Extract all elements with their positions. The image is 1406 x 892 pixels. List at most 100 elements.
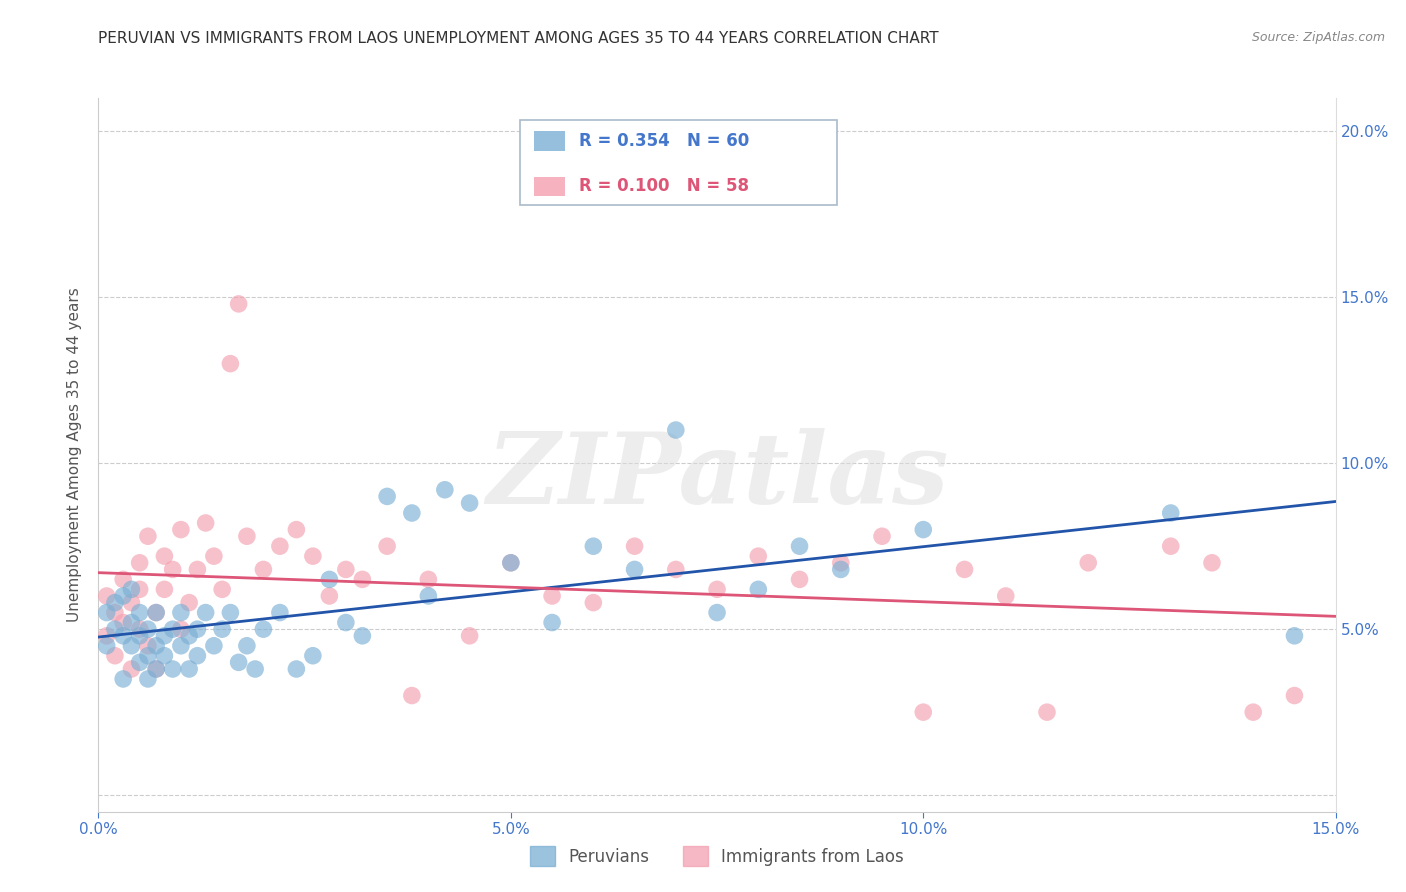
Point: [120, 662, 142, 676]
Point: [1160, 539, 1182, 553]
Point: [252, 622, 274, 636]
Point: [665, 562, 688, 576]
Point: [352, 629, 374, 643]
Point: [128, 629, 150, 643]
Point: [375, 490, 398, 504]
Point: [194, 516, 217, 530]
Point: [1036, 705, 1059, 719]
Point: [418, 573, 440, 587]
Point: [120, 582, 142, 597]
Point: [153, 629, 176, 643]
Point: [120, 639, 142, 653]
Point: [243, 662, 266, 676]
Point: [153, 648, 176, 663]
Point: [96, 639, 118, 653]
Point: [252, 562, 274, 576]
Point: [706, 606, 728, 620]
Point: [96, 589, 118, 603]
Point: [401, 506, 423, 520]
Point: [1284, 629, 1306, 643]
Point: [623, 562, 645, 576]
Point: [1241, 705, 1264, 719]
Point: [953, 562, 976, 576]
Point: [433, 483, 456, 497]
Point: [145, 662, 167, 676]
Y-axis label: Unemployment Among Ages 35 to 44 years: Unemployment Among Ages 35 to 44 years: [67, 287, 83, 623]
Point: [170, 639, 193, 653]
Text: R = 0.100   N = 58: R = 0.100 N = 58: [579, 178, 749, 195]
Point: [747, 582, 769, 597]
Point: [335, 615, 357, 630]
Point: [170, 622, 193, 636]
Point: [153, 582, 176, 597]
Point: [219, 606, 242, 620]
Point: [128, 622, 150, 636]
Point: [179, 596, 201, 610]
Point: [789, 539, 811, 553]
Point: [186, 562, 208, 576]
Text: PERUVIAN VS IMMIGRANTS FROM LAOS UNEMPLOYMENT AMONG AGES 35 TO 44 YEARS CORRELAT: PERUVIAN VS IMMIGRANTS FROM LAOS UNEMPLO…: [98, 31, 939, 46]
Point: [162, 562, 184, 576]
Point: [170, 523, 193, 537]
Point: [128, 582, 150, 597]
Point: [145, 606, 167, 620]
Point: [96, 606, 118, 620]
Point: [228, 297, 250, 311]
Point: [418, 589, 440, 603]
Text: Source: ZipAtlas.com: Source: ZipAtlas.com: [1251, 31, 1385, 45]
Point: [112, 615, 135, 630]
Point: [202, 639, 225, 653]
Text: R = 0.354   N = 60: R = 0.354 N = 60: [579, 132, 749, 150]
Point: [162, 622, 184, 636]
Point: [706, 582, 728, 597]
Point: [194, 606, 217, 620]
Point: [236, 529, 259, 543]
Point: [747, 549, 769, 563]
Point: [499, 556, 522, 570]
Point: [179, 629, 201, 643]
Point: [153, 549, 176, 563]
Point: [269, 606, 291, 620]
Point: [145, 639, 167, 653]
Point: [789, 573, 811, 587]
Point: [375, 539, 398, 553]
Point: [104, 606, 127, 620]
Point: [285, 523, 308, 537]
Legend: Peruvians, Immigrants from Laos: Peruvians, Immigrants from Laos: [522, 838, 912, 875]
Point: [228, 656, 250, 670]
Point: [128, 556, 150, 570]
Point: [136, 622, 159, 636]
Point: [219, 357, 242, 371]
Point: [912, 523, 935, 537]
Point: [1201, 556, 1223, 570]
Point: [128, 606, 150, 620]
Point: [623, 539, 645, 553]
Point: [352, 573, 374, 587]
Point: [136, 648, 159, 663]
Point: [104, 622, 127, 636]
Point: [269, 539, 291, 553]
Point: [162, 662, 184, 676]
Point: [136, 672, 159, 686]
Point: [335, 562, 357, 576]
Point: [120, 596, 142, 610]
Point: [186, 622, 208, 636]
Point: [285, 662, 308, 676]
Point: [1077, 556, 1099, 570]
Point: [499, 556, 522, 570]
Point: [145, 662, 167, 676]
Point: [136, 529, 159, 543]
Point: [401, 689, 423, 703]
Point: [186, 648, 208, 663]
Point: [211, 622, 233, 636]
Point: [870, 529, 893, 543]
Point: [128, 656, 150, 670]
Point: [582, 596, 605, 610]
Point: [541, 589, 564, 603]
Point: [202, 549, 225, 563]
Point: [145, 606, 167, 620]
Point: [541, 615, 564, 630]
Point: [830, 562, 852, 576]
Point: [318, 589, 340, 603]
Point: [136, 639, 159, 653]
